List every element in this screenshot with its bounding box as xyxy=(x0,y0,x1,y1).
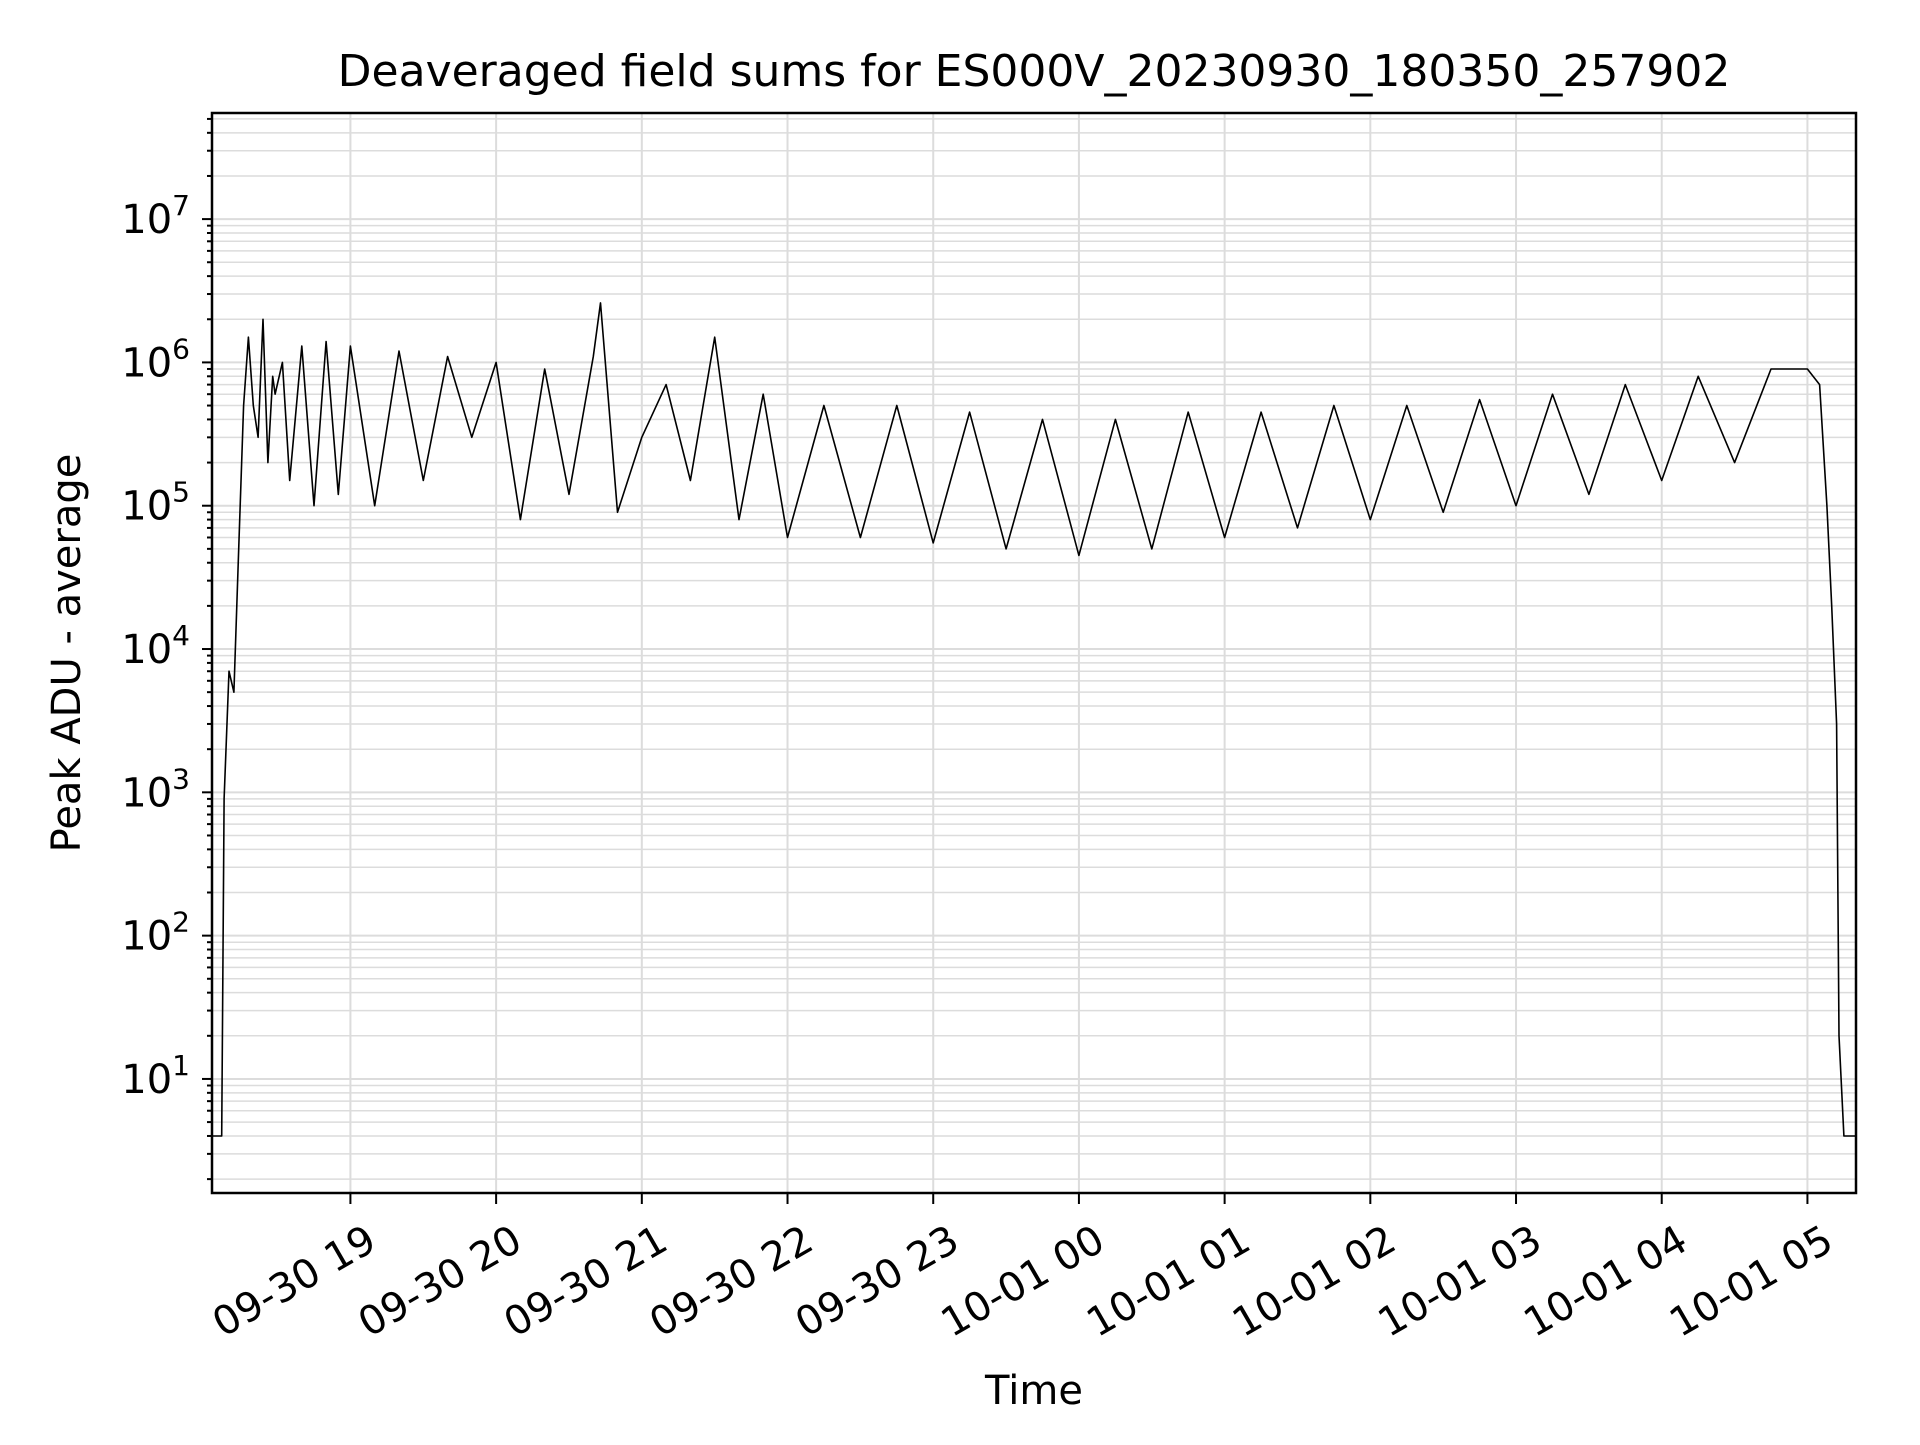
chart-title: Deaveraged field sums for ES000V_2023093… xyxy=(338,46,1731,97)
y-tick-label-exponent: 7 xyxy=(172,189,190,222)
series-line xyxy=(212,302,1856,1137)
x-axis-label: Time xyxy=(984,1368,1083,1414)
y-tick-label-exponent: 1 xyxy=(172,1049,190,1082)
y-tick-label-exponent: 5 xyxy=(172,476,190,509)
y-tick-label-base: 10 xyxy=(121,627,172,673)
y-tick-label-exponent: 6 xyxy=(172,332,190,365)
series-layer xyxy=(212,302,1856,1137)
y-tick-label: 102 xyxy=(121,906,190,960)
plot-area-frame xyxy=(210,111,1858,1195)
y-tick-label-base: 10 xyxy=(121,770,172,816)
y-tick-label-base: 10 xyxy=(121,484,172,530)
y-tick-label: 106 xyxy=(121,332,190,386)
y-tick-label-base: 10 xyxy=(121,197,172,243)
y-tick-label-base: 10 xyxy=(121,340,172,386)
y-tick-label-base: 10 xyxy=(121,914,172,960)
y-tick-label: 101 xyxy=(121,1049,190,1103)
y-axis-label: Peak ADU - average xyxy=(44,454,90,853)
y-tick-label-exponent: 3 xyxy=(172,762,190,795)
y-tick-label-exponent: 4 xyxy=(172,619,190,652)
grid xyxy=(212,113,1856,1193)
y-tick-label: 104 xyxy=(121,619,190,673)
y-tick-label: 103 xyxy=(121,762,190,816)
y-tick-label-base: 10 xyxy=(121,1057,172,1103)
y-tick-label: 107 xyxy=(121,189,190,243)
y-tick-label-exponent: 2 xyxy=(172,906,190,939)
y-tick-label: 105 xyxy=(121,476,190,530)
